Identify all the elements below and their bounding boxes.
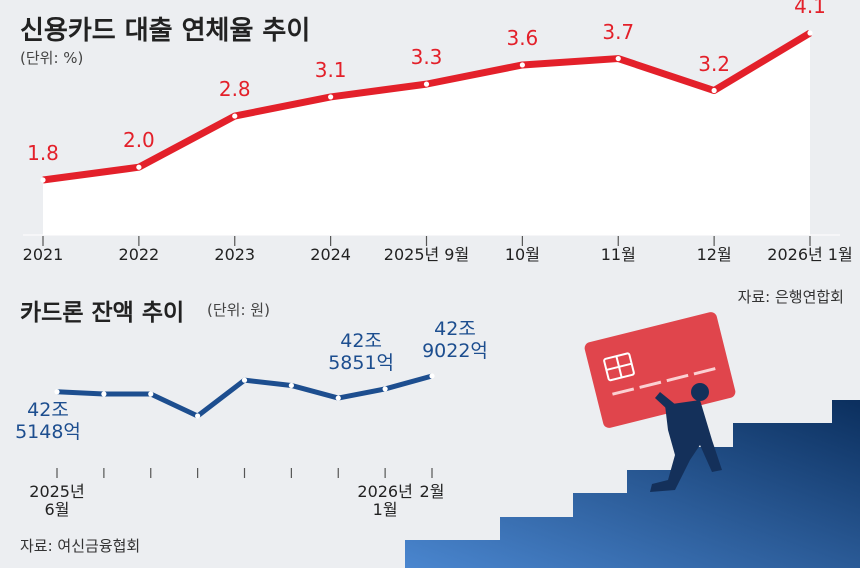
- person-illustration: [650, 383, 722, 492]
- x-tick-label: 10월: [504, 245, 540, 264]
- source-note: 자료: 은행연합회: [737, 288, 844, 306]
- data-point: [615, 55, 621, 62]
- data-label: 4.1: [794, 0, 826, 18]
- data-label: 2.0: [122, 128, 155, 153]
- data-label: 3.1: [314, 57, 347, 82]
- data-point: [54, 389, 60, 395]
- data-label: 42조 5148억: [15, 398, 81, 443]
- data-point: [519, 62, 525, 68]
- x-tick-label: 2025년 9월: [383, 245, 470, 264]
- x-tick-label: 2025년 6월: [29, 482, 85, 520]
- data-point: [711, 87, 717, 94]
- card-illustration: [584, 312, 736, 428]
- data-point: [232, 113, 238, 119]
- chart-subtitle: (단위: %): [20, 49, 84, 67]
- x-tick-label: 11월: [600, 245, 636, 264]
- x-tick-label: 2026년 1월: [357, 482, 413, 520]
- data-label: 3.7: [602, 19, 635, 44]
- chart-subtitle: (단위: 원): [207, 301, 270, 319]
- data-label: 3.3: [410, 45, 443, 70]
- data-point: [241, 377, 248, 383]
- data-point: [101, 391, 107, 397]
- data-point: [335, 395, 341, 401]
- chart-title: 카드론 잔액 추이: [20, 300, 185, 326]
- data-label: 1.8: [27, 141, 59, 165]
- data-point: [148, 391, 154, 397]
- x-tick-label: 2021: [22, 245, 64, 264]
- x-tick-label: 2026년 1월: [767, 245, 853, 264]
- data-label: 42조 5851억: [328, 329, 395, 374]
- data-point: [328, 94, 334, 100]
- data-point: [807, 30, 813, 36]
- data-point: [423, 81, 430, 87]
- data-point: [195, 413, 201, 419]
- data-point: [382, 386, 388, 392]
- x-tick-label: 2024: [310, 245, 351, 264]
- data-label: 3.2: [698, 51, 731, 76]
- source-note: 자료: 여신금융협회: [20, 537, 141, 555]
- data-point: [136, 164, 142, 170]
- data-label: 2.8: [218, 77, 251, 102]
- area: [43, 33, 810, 235]
- data-point: [40, 177, 46, 183]
- x-tick-label: 2월: [419, 482, 445, 501]
- data-label: 3.6: [506, 25, 539, 50]
- stairs-illustration: [405, 400, 860, 568]
- x-tick-label: 12월: [696, 245, 732, 264]
- data-point: [288, 382, 294, 389]
- data-point: [429, 373, 435, 379]
- chart-title: 신용카드 대출 연체율 추이: [20, 16, 311, 46]
- data-label: 42조 9022억: [422, 318, 488, 362]
- x-tick-label: 2022: [118, 245, 160, 264]
- x-tick-label: 2023: [214, 245, 256, 264]
